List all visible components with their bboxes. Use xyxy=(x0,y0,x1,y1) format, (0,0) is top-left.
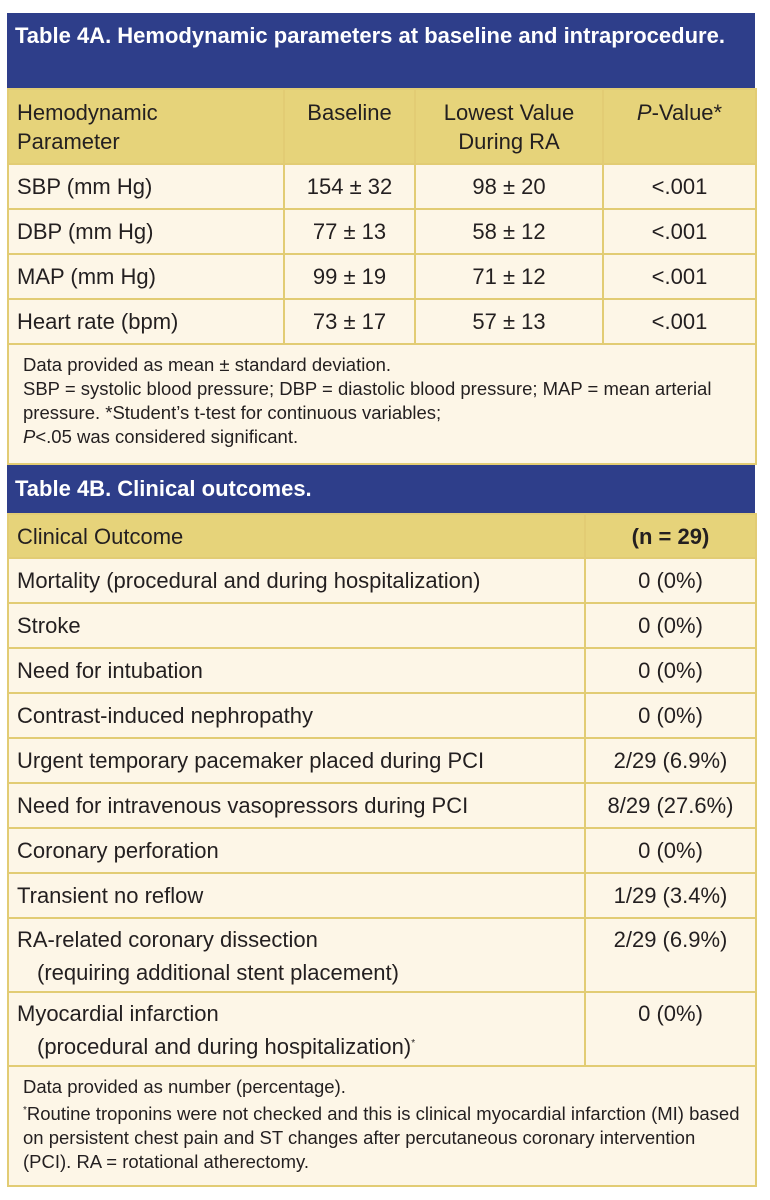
cell-outcome: Need for intravenous vasopressors during… xyxy=(7,782,586,829)
table-row: Mortality (procedural and during hospita… xyxy=(7,557,757,604)
cell-outcome: RA-related coronary dissection (requiring… xyxy=(7,917,586,993)
table-row: MAP (mm Hg) 99 ± 19 71 ± 12 <.001 xyxy=(7,253,757,300)
table-row: Urgent temporary pacemaker placed during… xyxy=(7,737,757,784)
table-row: SBP (mm Hg) 154 ± 32 98 ± 20 <.001 xyxy=(7,163,757,210)
cell-p: <.001 xyxy=(602,253,757,300)
header-outcome: Clinical Outcome xyxy=(7,513,586,559)
table-row: Myocardial infarction (procedural and dur… xyxy=(7,991,757,1067)
cell-lowest: 98 ± 20 xyxy=(414,163,604,210)
cell-baseline: 77 ± 13 xyxy=(283,208,416,255)
table-row: Heart rate (bpm) 73 ± 17 57 ± 13 <.001 xyxy=(7,298,757,345)
table-4a-title: Table 4A. Hemodynamic parameters at base… xyxy=(7,13,755,88)
cell-baseline: 73 ± 17 xyxy=(283,298,416,345)
cell-lowest: 71 ± 12 xyxy=(414,253,604,300)
cell-p: <.001 xyxy=(602,208,757,255)
cell-value: 0 (0%) xyxy=(584,647,757,694)
table-row: Need for intravenous vasopressors during… xyxy=(7,782,757,829)
cell-param: SBP (mm Hg) xyxy=(7,163,285,210)
header-p-value: P-Value* xyxy=(602,88,757,165)
cell-value: 1/29 (3.4%) xyxy=(584,872,757,919)
cell-outcome: Stroke xyxy=(7,602,586,649)
table-4a-footnote: Data provided as mean ± standard deviati… xyxy=(7,343,757,465)
header-row: Clinical Outcome (n = 29) xyxy=(7,513,757,559)
cell-baseline: 99 ± 19 xyxy=(283,253,416,300)
header-row: Hemodynamic Parameter Baseline Lowest Val… xyxy=(7,88,757,165)
table-row: RA-related coronary dissection (requiring… xyxy=(7,917,757,993)
cell-p: <.001 xyxy=(602,163,757,210)
cell-value: 0 (0%) xyxy=(584,991,757,1067)
header-lowest: Lowest Value During RA xyxy=(414,88,604,165)
cell-param: DBP (mm Hg) xyxy=(7,208,285,255)
table-row: Transient no reflow 1/29 (3.4%) xyxy=(7,872,757,919)
header-parameter: Hemodynamic Parameter xyxy=(7,88,285,165)
table-row: Coronary perforation 0 (0%) xyxy=(7,827,757,874)
cell-lowest: 57 ± 13 xyxy=(414,298,604,345)
table-row: Need for intubation 0 (0%) xyxy=(7,647,757,694)
table-4a: Hemodynamic Parameter Baseline Lowest Val… xyxy=(7,88,757,465)
tables: Table 4A. Hemodynamic parameters at base… xyxy=(7,13,757,1187)
cell-value: 0 (0%) xyxy=(584,827,757,874)
table-row: DBP (mm Hg) 77 ± 13 58 ± 12 <.001 xyxy=(7,208,757,255)
cell-baseline: 154 ± 32 xyxy=(283,163,416,210)
cell-value: 0 (0%) xyxy=(584,557,757,604)
table-4b-title: Table 4B. Clinical outcomes. xyxy=(7,465,755,513)
header-n: (n = 29) xyxy=(584,513,757,559)
table-row: Stroke 0 (0%) xyxy=(7,602,757,649)
cell-value: 0 (0%) xyxy=(584,602,757,649)
table-4b-footnote: Data provided as number (percentage). *Ro… xyxy=(7,1065,757,1187)
table-row: Contrast-induced nephropathy 0 (0%) xyxy=(7,692,757,739)
table-4b: Clinical Outcome (n = 29) Mortality (pro… xyxy=(7,513,757,1187)
cell-outcome: Transient no reflow xyxy=(7,872,586,919)
cell-outcome: Need for intubation xyxy=(7,647,586,694)
header-baseline: Baseline xyxy=(283,88,416,165)
cell-value: 2/29 (6.9%) xyxy=(584,917,757,993)
cell-outcome: Myocardial infarction (procedural and dur… xyxy=(7,991,586,1067)
cell-outcome: Urgent temporary pacemaker placed during… xyxy=(7,737,586,784)
cell-param: Heart rate (bpm) xyxy=(7,298,285,345)
cell-outcome: Contrast-induced nephropathy xyxy=(7,692,586,739)
cell-value: 2/29 (6.9%) xyxy=(584,737,757,784)
cell-value: 0 (0%) xyxy=(584,692,757,739)
cell-param: MAP (mm Hg) xyxy=(7,253,285,300)
cell-p: <.001 xyxy=(602,298,757,345)
cell-lowest: 58 ± 12 xyxy=(414,208,604,255)
cell-value: 8/29 (27.6%) xyxy=(584,782,757,829)
cell-outcome: Coronary perforation xyxy=(7,827,586,874)
cell-outcome: Mortality (procedural and during hospita… xyxy=(7,557,586,604)
